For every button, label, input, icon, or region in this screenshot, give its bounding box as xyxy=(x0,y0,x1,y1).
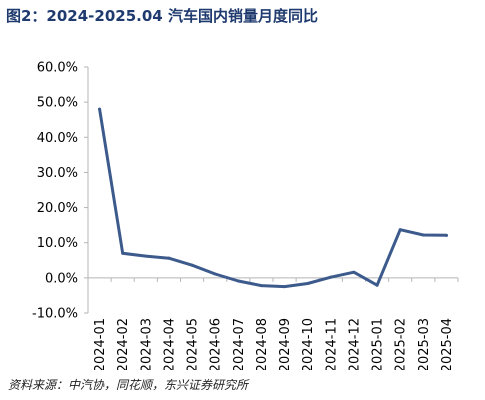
chart-axes xyxy=(87,67,458,313)
y-tick-label: -10.0% xyxy=(32,307,78,322)
data-point xyxy=(444,233,448,237)
data-point xyxy=(144,254,148,258)
data-point xyxy=(259,284,263,288)
x-tick-label: 2024-04 xyxy=(162,318,177,370)
x-tick-label: 2025-02 xyxy=(394,318,409,370)
y-tick-label: 0.0% xyxy=(45,271,78,286)
line-chart: -10.0% 0.0% 10.0% 20.0% 30.0% 40.0% 50.0% 60.0%… xyxy=(32,61,459,370)
y-tick-label: 50.0% xyxy=(37,96,78,111)
data-point xyxy=(236,279,240,283)
x-tick-label: 2024-10 xyxy=(301,318,316,370)
x-tick-label: 2024-01 xyxy=(93,318,108,370)
data-point xyxy=(329,275,333,279)
y-tick-label: 40.0% xyxy=(37,131,78,146)
series-line xyxy=(98,107,448,289)
data-point xyxy=(421,233,425,237)
y-tick-label: 60.0% xyxy=(37,61,78,76)
data-point xyxy=(352,270,356,274)
x-tick-label: 2024-11 xyxy=(324,318,339,370)
x-tick-label: 2025-04 xyxy=(440,318,455,370)
data-point xyxy=(398,228,402,232)
x-tick-label: 2024-06 xyxy=(209,318,224,370)
x-axis-ticks: 2024-01 2024-02 2024-03 2024-04 2024-05 2024-… xyxy=(87,277,459,370)
x-tick-label: 2024-02 xyxy=(116,318,131,370)
x-tick-label: 2024-07 xyxy=(232,318,247,370)
data-point xyxy=(283,285,287,289)
data-point xyxy=(121,251,125,255)
data-point xyxy=(375,283,379,287)
x-tick-label: 2024-05 xyxy=(186,318,201,370)
data-point xyxy=(98,107,102,111)
x-tick-label: 2025-03 xyxy=(417,318,432,370)
y-axis-ticks: -10.0% 0.0% 10.0% 20.0% 30.0% 40.0% 50.0% 60.0% xyxy=(32,61,88,322)
x-tick-label: 2024-12 xyxy=(347,318,362,370)
data-point xyxy=(306,281,310,285)
x-tick-label: 2024-09 xyxy=(278,318,293,370)
series-layer xyxy=(98,107,448,289)
x-tick-label: 2024-08 xyxy=(255,318,270,370)
source-note: 资料来源：中汽协，同花顺，东兴证券研究所 xyxy=(8,378,249,392)
chart-title: 图2：2024-2025.04 汽车国内销量月度同比 xyxy=(6,7,318,25)
data-point xyxy=(190,263,194,267)
x-tick-label: 2025-01 xyxy=(371,318,386,370)
data-point xyxy=(167,256,171,260)
data-point xyxy=(213,272,217,276)
y-tick-label: 30.0% xyxy=(37,166,78,181)
x-tick-label: 2024-03 xyxy=(139,318,154,370)
y-tick-label: 10.0% xyxy=(37,236,78,251)
y-tick-label: 20.0% xyxy=(37,201,78,216)
